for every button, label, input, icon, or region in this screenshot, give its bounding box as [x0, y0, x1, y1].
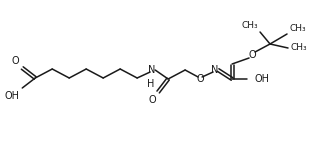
Text: OH: OH [254, 74, 269, 84]
Text: O: O [196, 74, 204, 84]
Text: CH₃: CH₃ [290, 44, 307, 52]
Text: H: H [148, 79, 155, 89]
Text: CH₃: CH₃ [241, 21, 258, 30]
Text: N: N [148, 65, 156, 75]
Text: OH: OH [4, 91, 19, 101]
Text: O: O [248, 50, 256, 60]
Text: N: N [212, 65, 219, 75]
Text: CH₃: CH₃ [289, 24, 306, 33]
Text: O: O [148, 95, 156, 105]
Text: O: O [12, 56, 19, 66]
